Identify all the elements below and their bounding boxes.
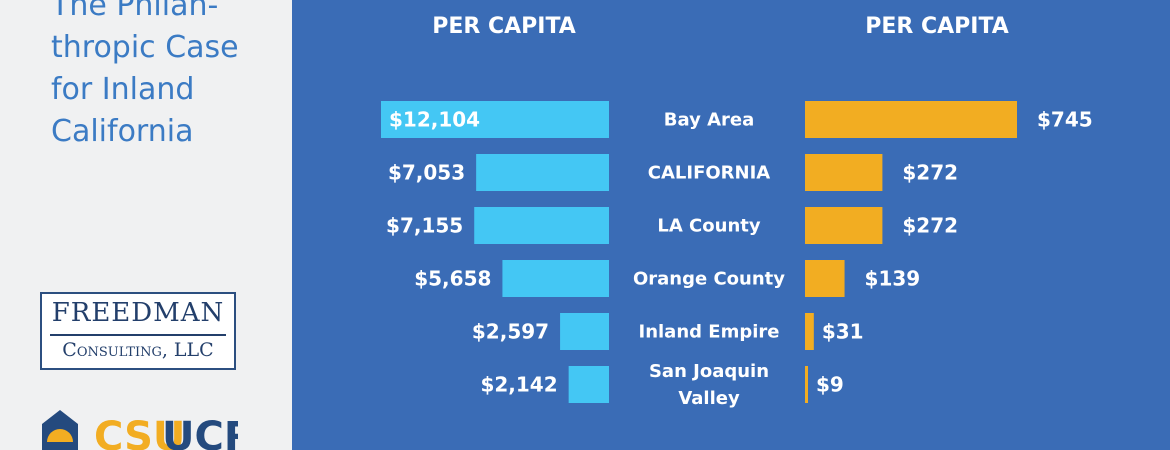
left-bar: [381, 101, 609, 138]
right-value-label: $272: [902, 214, 958, 238]
sidebar: The Philan- thropic Case for Inland Cali…: [0, 0, 292, 450]
left-value-label: $7,155: [386, 214, 463, 238]
category-label: Bay Area: [664, 110, 754, 131]
freedman-logo-rule: [50, 334, 226, 336]
category-label: Orange County: [633, 269, 785, 290]
left-bar: [560, 313, 609, 350]
left-bar: [568, 366, 609, 403]
logo-text-ucr: UCR: [162, 414, 238, 450]
right-value-label: $31: [822, 320, 864, 344]
category-label: Inland Empire: [639, 322, 780, 343]
category-label: LA County: [657, 216, 760, 237]
right-value-label: $139: [865, 267, 921, 291]
page-title: The Philan- thropic Case for Inland Cali…: [51, 0, 239, 149]
left-value-label: $7,053: [388, 161, 465, 185]
sunrise-icon: [47, 429, 73, 442]
right-bar: [805, 154, 883, 191]
right-value-label: $9: [816, 373, 844, 397]
freedman-logo-name: FREEDMAN: [51, 298, 225, 328]
right-header: PER CAPITA: [865, 14, 1009, 39]
left-value-label: $2,142: [480, 373, 557, 397]
right-value-label: $745: [1037, 108, 1093, 132]
left-value-label: $5,658: [414, 267, 491, 291]
right-bar: [805, 260, 845, 297]
category-label: CALIFORNIA: [648, 163, 771, 184]
left-header: PER CAPITA: [432, 14, 576, 39]
chart-panel: [292, 0, 1170, 450]
freedman-consulting-logo: FREEDMAN Consulting, LLC: [40, 292, 236, 370]
logo-text-csu: CSU: [94, 414, 185, 450]
right-bar: [805, 313, 814, 350]
left-bar: [476, 154, 609, 191]
left-bar: [502, 260, 609, 297]
csu-ucr-logo: CSU UCR: [42, 410, 238, 450]
right-bar: [805, 207, 883, 244]
left-value-label: $2,597: [472, 320, 549, 344]
right-value-label: $272: [902, 161, 958, 185]
right-bar: [805, 101, 1017, 138]
freedman-logo-sub: Consulting, LLC: [62, 339, 214, 361]
category-label: San Joaquin Valley: [649, 361, 769, 409]
left-bar: [474, 207, 609, 244]
right-bar: [805, 366, 808, 403]
left-value-label: $12,104: [389, 108, 480, 132]
